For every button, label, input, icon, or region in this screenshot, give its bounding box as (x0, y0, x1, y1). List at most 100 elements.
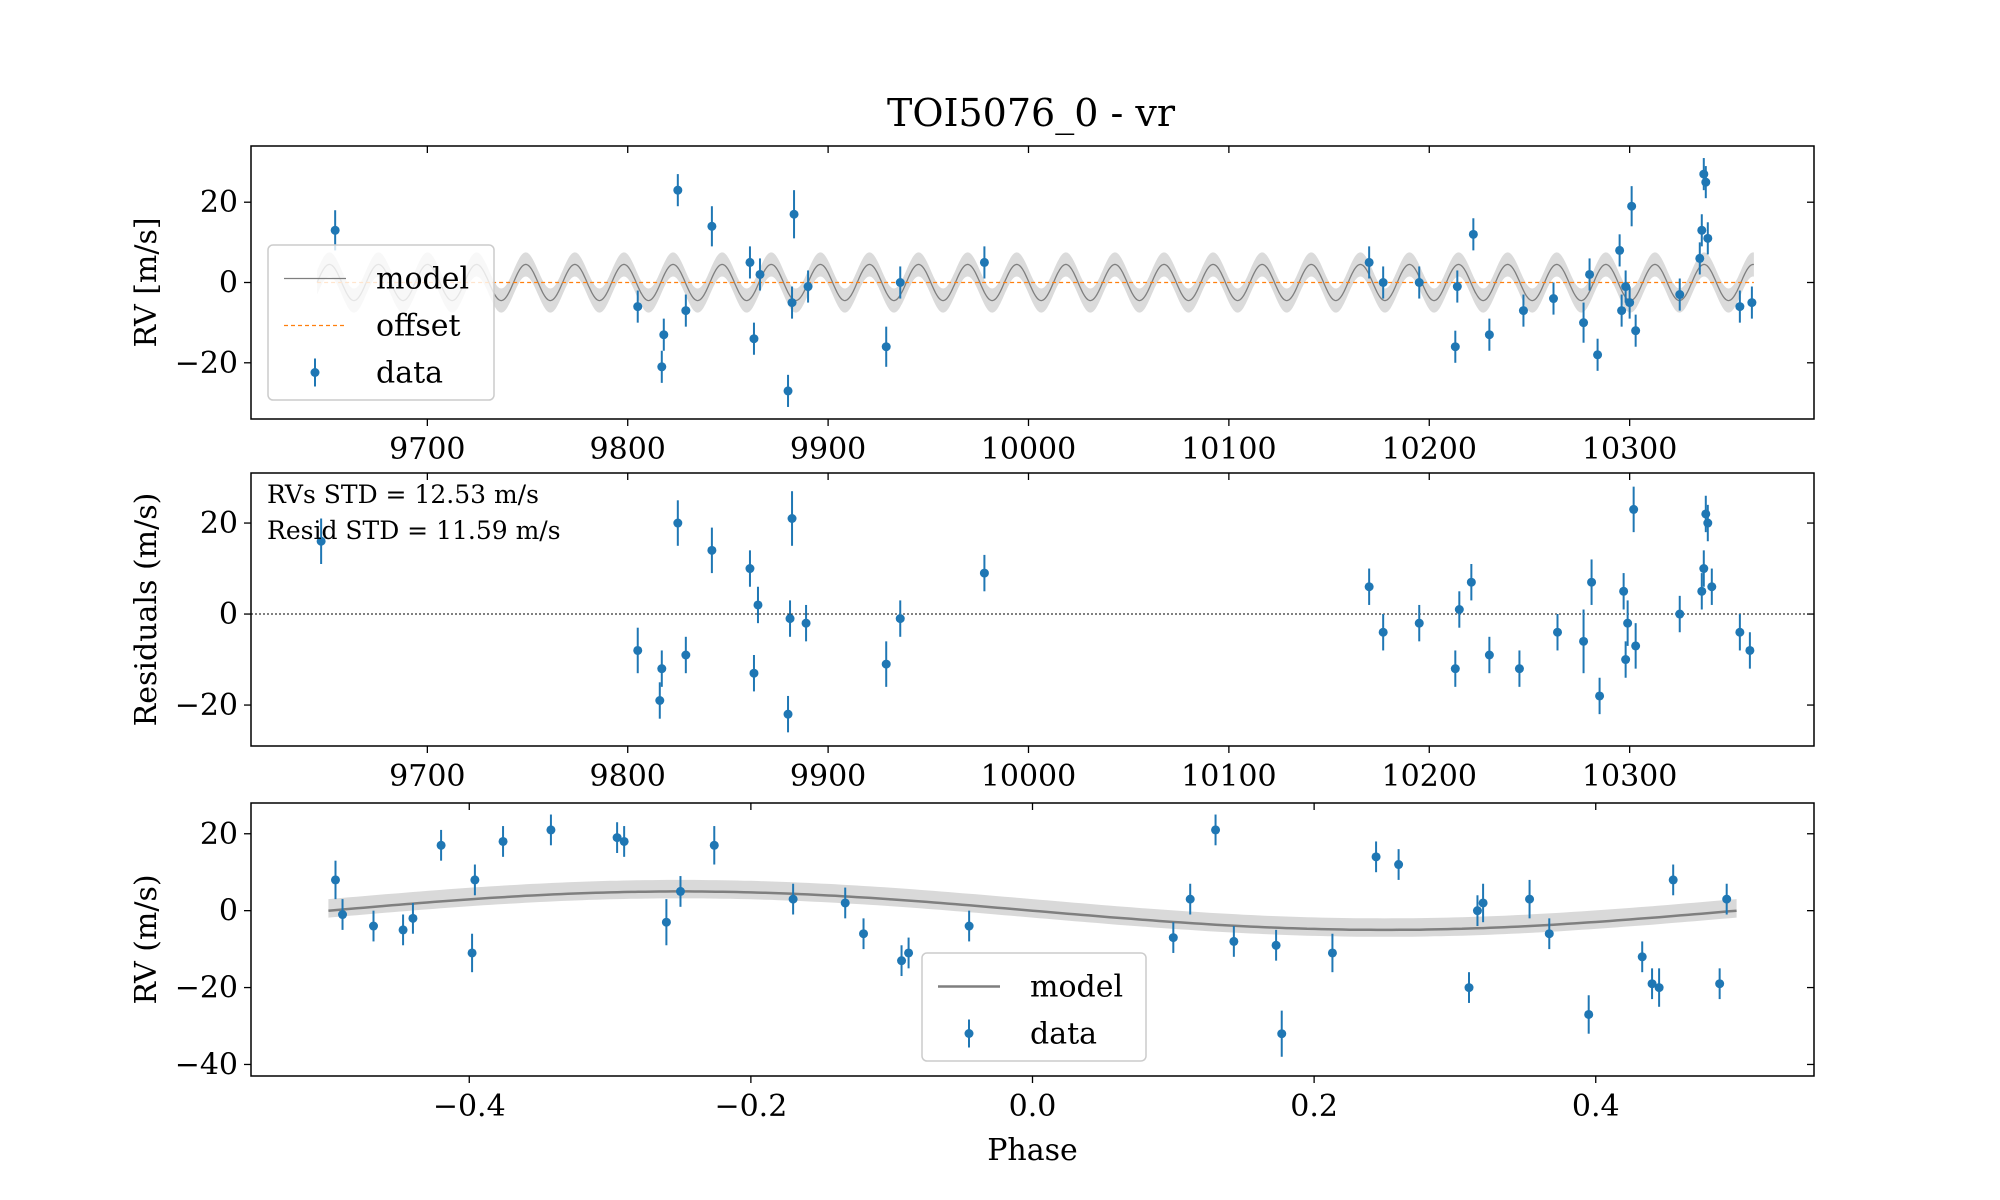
data-point (707, 527, 717, 574)
data-point (1593, 338, 1603, 371)
data-marker (1464, 983, 1474, 993)
data-marker (1631, 641, 1641, 651)
data-marker (1707, 582, 1717, 592)
x-tick-label: 9800 (590, 759, 666, 794)
data-marker (897, 956, 907, 966)
data-point (1675, 595, 1685, 633)
data-point (330, 210, 340, 251)
data-marker (979, 257, 989, 267)
data-point (1168, 922, 1178, 953)
data-marker (1699, 564, 1709, 574)
data-point (467, 933, 477, 973)
data-point (1625, 286, 1635, 319)
data-point (398, 914, 408, 946)
data-marker (895, 278, 905, 287)
data-marker (1629, 504, 1639, 514)
data-point (673, 500, 683, 546)
data-marker (840, 898, 850, 908)
data-point (1585, 258, 1595, 291)
data-marker (1271, 940, 1281, 950)
data-marker (661, 917, 671, 927)
data-marker (498, 836, 508, 846)
data-marker (1703, 518, 1713, 528)
data-marker (316, 536, 326, 546)
data-point (369, 910, 379, 942)
data-marker (1701, 177, 1711, 187)
data-marker (745, 564, 755, 574)
data-point (787, 286, 797, 319)
data-marker (1277, 1029, 1287, 1039)
legend-swatch-data (964, 1029, 974, 1038)
data-marker (745, 257, 755, 267)
data-point (1185, 883, 1195, 915)
y-tick-label: 20 (200, 506, 238, 541)
data-point (707, 206, 717, 247)
model-line (328, 890, 1737, 932)
y-tick-label: 0 (219, 266, 238, 301)
x-tick-label: 10000 (981, 759, 1076, 794)
data-point (633, 290, 643, 323)
legend-label: data (1030, 1017, 1097, 1052)
data-marker (369, 921, 379, 931)
data-point (661, 899, 671, 946)
data-marker (1168, 933, 1178, 943)
data-marker (1647, 979, 1657, 989)
data-marker (755, 269, 765, 279)
data-point (895, 600, 905, 637)
data-marker (859, 929, 869, 939)
data-point (1617, 294, 1627, 327)
data-marker (787, 298, 797, 308)
data-point (470, 864, 480, 896)
data-marker (619, 836, 629, 846)
y-tick-label: −20 (175, 346, 238, 381)
data-marker (783, 709, 793, 719)
data-point (897, 945, 907, 977)
data-point (1697, 573, 1707, 610)
data-point (1579, 302, 1589, 343)
data-marker (330, 225, 340, 235)
x-tick-label: 0.4 (1572, 1089, 1620, 1124)
data-point (783, 374, 793, 407)
data-point (840, 887, 850, 919)
data-point (1745, 632, 1755, 669)
data-marker (1617, 306, 1627, 316)
legend-label: data (376, 356, 443, 391)
data-marker (803, 282, 813, 292)
data-point (1595, 677, 1605, 715)
data-point (1703, 504, 1713, 542)
data-point (1484, 636, 1494, 674)
data-marker (1623, 618, 1633, 628)
data-point (755, 258, 765, 291)
data-marker (1735, 627, 1745, 637)
data-point (881, 326, 891, 367)
data-marker (546, 825, 556, 835)
data-marker (801, 618, 811, 628)
data-marker (1579, 318, 1589, 328)
data-marker (1478, 898, 1488, 908)
data-point (1378, 266, 1388, 299)
data-point (1394, 849, 1404, 880)
data-marker (1703, 233, 1713, 243)
x-tick-label: 9800 (590, 432, 666, 467)
data-marker (330, 875, 340, 885)
y-axis-label: RV [m/s] (129, 217, 164, 347)
data-point (1553, 614, 1563, 651)
data-marker (753, 600, 763, 610)
data-marker (612, 833, 622, 843)
data-point (1695, 242, 1705, 275)
y-axis-label: RV (m/s) (129, 874, 164, 1004)
data-point (1747, 286, 1757, 319)
data-point (753, 586, 763, 624)
data-marker (633, 302, 643, 312)
data-marker (785, 614, 795, 624)
legend-label: model (1030, 970, 1123, 1005)
data-marker (1468, 229, 1478, 239)
data-point (1621, 641, 1631, 678)
data-point (1211, 814, 1221, 846)
x-tick-label: 9900 (790, 432, 866, 467)
data-marker (1466, 577, 1476, 587)
data-marker (1579, 636, 1589, 646)
data-marker (904, 948, 914, 958)
data-point (1699, 550, 1709, 587)
data-point (408, 902, 418, 934)
